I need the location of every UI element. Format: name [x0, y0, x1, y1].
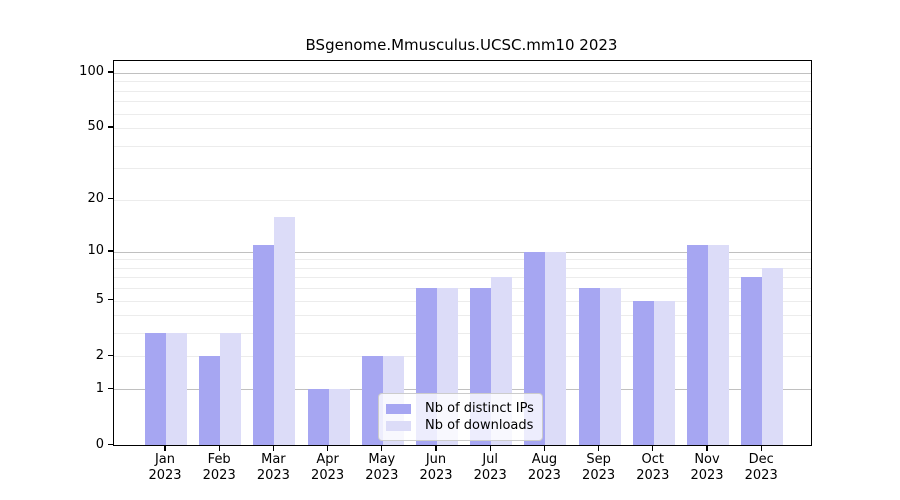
y-tick-mark [108, 354, 113, 357]
legend-label: Nb of distinct IPs [425, 401, 534, 416]
x-tick-mark [543, 445, 546, 451]
y-tick-mark [108, 299, 113, 301]
minor-gridline [114, 277, 811, 279]
bar-distinct-ips [741, 277, 763, 445]
minor-gridline [114, 300, 811, 302]
y-tick-mark [108, 443, 113, 445]
minor-gridline [114, 199, 811, 201]
legend-swatch-downloads [386, 420, 411, 431]
bar-downloads [708, 244, 729, 445]
major-gridline [114, 251, 811, 253]
minor-gridline [114, 113, 811, 115]
plot-area [113, 60, 812, 446]
y-tick-label: 100 [79, 64, 104, 80]
y-tick-mark [108, 250, 113, 252]
x-tick-mark [760, 445, 762, 451]
y-tick-mark [108, 126, 113, 128]
y-tick-label: 5 [95, 292, 104, 308]
bar-distinct-ips [687, 244, 708, 445]
x-tick-label: Jul 2023 [473, 452, 507, 483]
legend-swatch-distinct-ips [386, 403, 411, 414]
x-tick-mark [597, 445, 600, 451]
minor-gridline [114, 259, 811, 261]
bar-downloads [762, 267, 784, 445]
x-tick-label: Dec 2023 [744, 452, 778, 483]
minor-gridline [114, 127, 811, 129]
bar-downloads [653, 300, 675, 445]
y-tick-label: 10 [87, 243, 104, 259]
minor-gridline [114, 333, 811, 335]
y-tick-mark [108, 71, 113, 73]
bar-distinct-ips [632, 300, 654, 445]
x-tick-label: Feb 2023 [202, 452, 236, 483]
y-tick-label: 0 [95, 436, 104, 452]
x-tick-mark [489, 445, 491, 451]
x-tick-label: Sep 2023 [582, 452, 616, 483]
minor-gridline [114, 356, 811, 358]
x-tick-mark [272, 445, 275, 451]
major-gridline [114, 389, 811, 391]
x-tick-label: Mar 2023 [256, 452, 290, 483]
y-tick-mark [108, 198, 113, 200]
bar-downloads [599, 288, 621, 445]
minor-gridline [114, 145, 811, 147]
x-tick-label: May 2023 [365, 452, 399, 483]
x-tick-label: Apr 2023 [311, 452, 345, 483]
minor-gridline [114, 90, 811, 92]
x-tick-mark [435, 445, 437, 451]
bar-downloads [166, 333, 187, 445]
x-tick-label: Jan 2023 [148, 452, 182, 483]
x-tick-mark [164, 445, 166, 451]
bar-downloads [220, 333, 242, 445]
y-tick-mark [108, 387, 113, 389]
bar-distinct-ips [145, 333, 166, 445]
bar-downloads [328, 389, 350, 445]
x-tick-mark [218, 445, 220, 451]
legend-label: Nb of downloads [425, 418, 534, 433]
legend-item-downloads: Nb of downloads [386, 418, 542, 433]
bar-distinct-ips [253, 244, 275, 445]
major-gridline [114, 72, 811, 74]
bar-distinct-ips [199, 356, 221, 445]
minor-gridline [114, 101, 811, 103]
legend-item-distinct-ips: Nb of distinct IPs [386, 401, 542, 416]
x-tick-label: Nov 2023 [690, 452, 724, 483]
x-tick-mark [652, 445, 654, 451]
y-tick-label: 2 [95, 347, 104, 363]
x-tick-mark [326, 445, 329, 451]
legend: Nb of distinct IPs Nb of downloads [378, 393, 543, 441]
minor-gridline [114, 81, 811, 83]
bar-distinct-ips [578, 288, 600, 445]
minor-gridline [114, 288, 811, 290]
bar-downloads [545, 251, 567, 445]
minor-gridline [114, 168, 811, 170]
minor-gridline [114, 315, 811, 317]
y-tick-label: 20 [87, 191, 104, 206]
x-tick-mark [706, 445, 708, 451]
chart-title: BSgenome.Mmusculus.UCSC.mm10 2023 [305, 36, 618, 54]
x-tick-label: Aug 2023 [527, 452, 561, 483]
x-tick-label: Jun 2023 [419, 452, 453, 483]
bar-distinct-ips [361, 356, 383, 445]
y-tick-label: 50 [87, 119, 104, 135]
x-tick-mark [381, 445, 383, 451]
bar-downloads [274, 216, 296, 445]
x-tick-label: Oct 2023 [636, 452, 670, 483]
minor-gridline [114, 267, 811, 269]
y-tick-label: 1 [95, 380, 104, 396]
bar-distinct-ips [307, 389, 329, 445]
